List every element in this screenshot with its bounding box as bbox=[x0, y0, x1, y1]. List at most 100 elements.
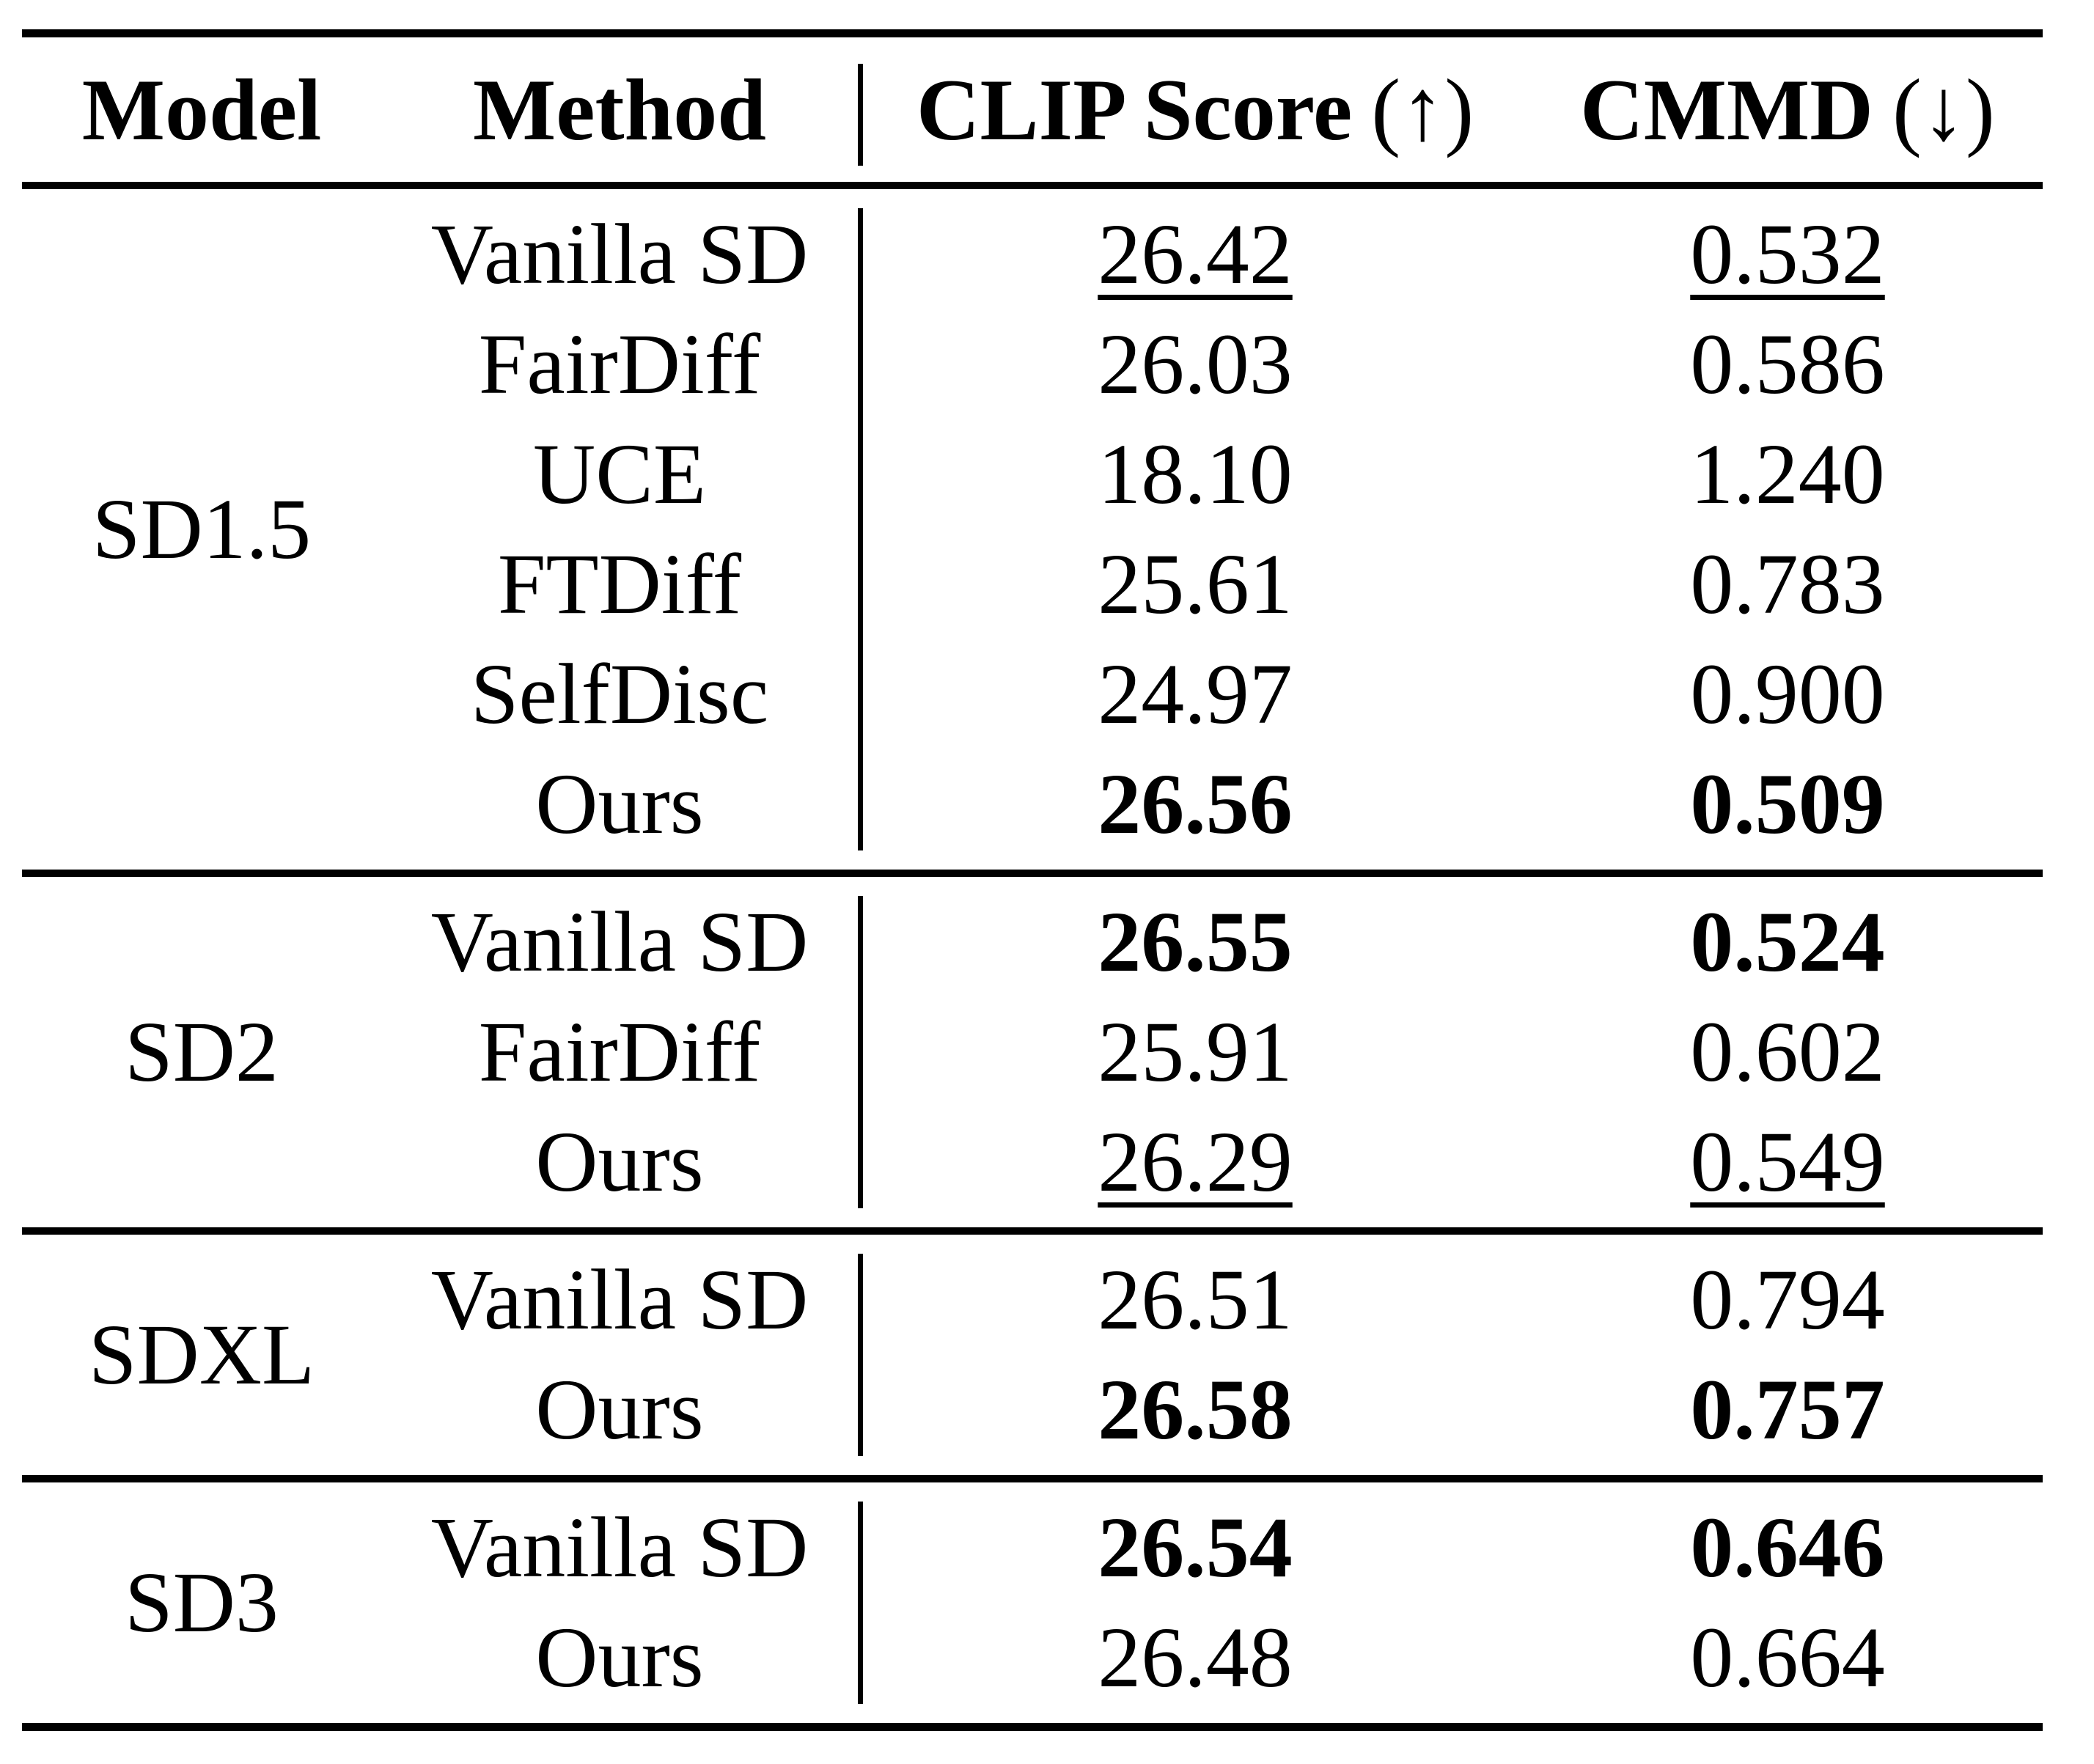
header-rule bbox=[22, 182, 2043, 189]
table-row: FairDiff 25.91 0.602 bbox=[22, 997, 2043, 1107]
clip-score-value: 26.54 bbox=[1098, 1499, 1293, 1595]
cmmd-value: 0.549 bbox=[1690, 1114, 1885, 1210]
cmmd-cell: 0.532 bbox=[1532, 205, 2043, 304]
table-header-row: Model Method CLIP Score (↑) CMMD (↓) bbox=[22, 37, 2043, 182]
table-row: Ours 26.58 0.757 bbox=[22, 1355, 2043, 1465]
group-divider-rule bbox=[22, 1475, 2043, 1482]
results-table: Model Method CLIP Score (↑) CMMD (↓) SD1.5… bbox=[22, 29, 2043, 1731]
cmmd-value: 0.586 bbox=[1690, 316, 1885, 412]
method-label: SelfDisc bbox=[470, 646, 769, 742]
method-label: UCE bbox=[533, 426, 706, 522]
table-row: Vanilla SD 26.51 0.794 bbox=[22, 1245, 2043, 1355]
header-clip-score: CLIP Score (↑) bbox=[858, 59, 1532, 161]
table-row: Vanilla SD 26.54 0.646 bbox=[22, 1493, 2043, 1603]
bottom-rule bbox=[22, 1723, 2043, 1731]
table-row: FairDiff 26.03 0.586 bbox=[22, 309, 2043, 419]
method-label: FairDiff bbox=[478, 1004, 761, 1100]
model-group-SD1.5: SD1.5 Vanilla SD 26.42 0.532 FairDiff 26.03 0.… bbox=[22, 189, 2043, 870]
down-arrow-icon: (↓) bbox=[1892, 60, 1995, 158]
model-label: SD3 bbox=[125, 1554, 279, 1650]
table-row: UCE 18.10 1.240 bbox=[22, 419, 2043, 529]
clip-score-cell: 25.61 bbox=[858, 534, 1532, 634]
clip-score-cell: 26.29 bbox=[858, 1112, 1532, 1212]
clip-score-cell: 18.10 bbox=[858, 425, 1532, 524]
model-group-SDXL: SDXL Vanilla SD 26.51 0.794 Ours 26.58 0.757 bbox=[22, 1235, 2043, 1475]
header-method: Method bbox=[473, 60, 766, 158]
method-label: Ours bbox=[535, 1361, 704, 1458]
method-label: Vanilla SD bbox=[430, 206, 809, 302]
header-cmmd-label: CMMD bbox=[1580, 60, 1873, 158]
model-group-SD3: SD3 Vanilla SD 26.54 0.646 Ours 26.48 0.664 bbox=[22, 1482, 2043, 1723]
method-label: Vanilla SD bbox=[430, 1499, 809, 1595]
cmmd-value: 0.757 bbox=[1690, 1361, 1885, 1458]
header-model: Model bbox=[81, 60, 322, 158]
model-label: SD1.5 bbox=[92, 481, 312, 577]
cmmd-cell: 0.664 bbox=[1532, 1608, 2043, 1708]
cmmd-cell: 0.900 bbox=[1532, 644, 2043, 744]
method-label: Ours bbox=[535, 1114, 704, 1210]
clip-score-value: 18.10 bbox=[1098, 426, 1293, 522]
cmmd-cell: 0.646 bbox=[1532, 1498, 2043, 1598]
clip-score-value: 26.03 bbox=[1098, 316, 1293, 412]
method-label: Vanilla SD bbox=[430, 1252, 809, 1348]
cmmd-value: 0.664 bbox=[1690, 1609, 1885, 1705]
method-label: FTDiff bbox=[497, 536, 742, 632]
clip-score-value: 24.97 bbox=[1098, 646, 1293, 742]
group-divider-rule bbox=[22, 1227, 2043, 1235]
clip-score-cell: 26.48 bbox=[858, 1608, 1532, 1708]
table-row: SelfDisc 24.97 0.900 bbox=[22, 639, 2043, 749]
clip-score-value: 25.61 bbox=[1098, 536, 1293, 632]
cmmd-cell: 0.794 bbox=[1532, 1250, 2043, 1350]
header-clip-score-label: CLIP Score bbox=[916, 60, 1353, 158]
cmmd-value: 0.646 bbox=[1690, 1499, 1885, 1595]
cmmd-cell: 0.549 bbox=[1532, 1112, 2043, 1212]
cmmd-value: 0.900 bbox=[1690, 646, 1885, 742]
clip-score-cell: 26.58 bbox=[858, 1360, 1532, 1460]
up-arrow-icon: (↑) bbox=[1371, 60, 1474, 158]
table-row: Ours 26.56 0.509 bbox=[22, 749, 2043, 859]
method-label: Ours bbox=[535, 1609, 704, 1705]
clip-score-cell: 26.55 bbox=[858, 892, 1532, 992]
cmmd-cell: 0.586 bbox=[1532, 315, 2043, 414]
clip-score-cell: 26.51 bbox=[858, 1250, 1532, 1350]
clip-score-value: 26.29 bbox=[1098, 1114, 1293, 1210]
clip-score-cell: 24.97 bbox=[858, 644, 1532, 744]
cmmd-cell: 1.240 bbox=[1532, 425, 2043, 524]
table-row: Vanilla SD 26.42 0.532 bbox=[22, 199, 2043, 309]
cmmd-value: 0.602 bbox=[1690, 1004, 1885, 1100]
cmmd-value: 0.532 bbox=[1690, 206, 1885, 302]
clip-score-value: 26.55 bbox=[1098, 894, 1293, 990]
clip-score-cell: 26.42 bbox=[858, 205, 1532, 304]
table-row: Vanilla SD 26.55 0.524 bbox=[22, 887, 2043, 997]
model-label: SD2 bbox=[125, 1004, 279, 1100]
cmmd-value: 0.783 bbox=[1690, 536, 1885, 632]
table-row: Ours 26.29 0.549 bbox=[22, 1107, 2043, 1217]
clip-score-value: 26.58 bbox=[1098, 1361, 1293, 1458]
cmmd-cell: 0.524 bbox=[1532, 892, 2043, 992]
table-row: Ours 26.48 0.664 bbox=[22, 1603, 2043, 1713]
clip-score-cell: 26.54 bbox=[858, 1498, 1532, 1598]
cmmd-value: 0.794 bbox=[1690, 1252, 1885, 1348]
clip-score-value: 26.48 bbox=[1098, 1609, 1293, 1705]
clip-score-value: 26.51 bbox=[1098, 1252, 1293, 1348]
clip-score-value: 25.91 bbox=[1098, 1004, 1293, 1100]
cmmd-value: 1.240 bbox=[1690, 426, 1885, 522]
cmmd-value: 0.524 bbox=[1690, 894, 1885, 990]
clip-score-cell: 25.91 bbox=[858, 1002, 1532, 1102]
table-groups: SD1.5 Vanilla SD 26.42 0.532 FairDiff 26.03 0.… bbox=[22, 189, 2043, 1723]
top-rule bbox=[22, 29, 2043, 37]
method-label: FairDiff bbox=[478, 316, 761, 412]
cmmd-cell: 0.783 bbox=[1532, 534, 2043, 634]
model-group-SD2: SD2 Vanilla SD 26.55 0.524 FairDiff 25.91 0.60… bbox=[22, 877, 2043, 1227]
group-divider-rule bbox=[22, 870, 2043, 877]
cmmd-cell: 0.509 bbox=[1532, 754, 2043, 854]
model-label: SDXL bbox=[88, 1307, 315, 1403]
cmmd-value: 0.509 bbox=[1690, 756, 1885, 852]
method-label: Vanilla SD bbox=[430, 894, 809, 990]
cmmd-cell: 0.757 bbox=[1532, 1360, 2043, 1460]
clip-score-cell: 26.56 bbox=[858, 754, 1532, 854]
clip-score-value: 26.56 bbox=[1098, 756, 1293, 852]
method-label: Ours bbox=[535, 756, 704, 852]
header-cmmd: CMMD (↓) bbox=[1532, 59, 2043, 161]
clip-score-value: 26.42 bbox=[1098, 206, 1293, 302]
